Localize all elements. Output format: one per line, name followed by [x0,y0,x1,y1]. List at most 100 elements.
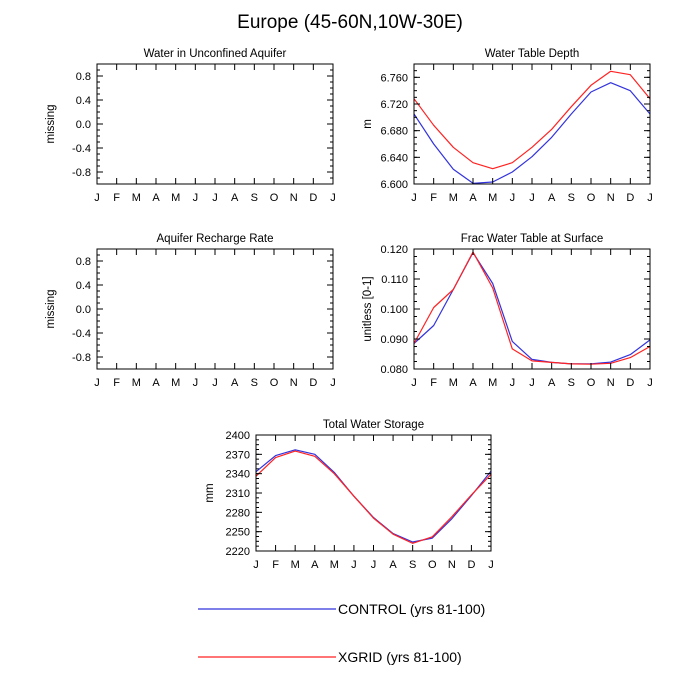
x-tick-label: S [568,377,575,389]
x-tick-label: F [430,377,437,389]
y-tick-label: 0.8 [76,71,91,83]
x-tick-label: M [132,192,141,204]
y-axis-label: mm [204,483,216,502]
x-tick-label: F [272,559,279,571]
x-tick-label: D [309,192,317,204]
y-tick-label: 6.680 [380,126,408,138]
y-tick-label: 2250 [226,527,250,539]
series-line-xgrid [413,70,651,170]
x-tick-label: J [510,377,516,389]
y-tick-label: 2220 [226,546,250,558]
x-tick-label: J [411,377,417,389]
x-tick-label: F [430,192,437,204]
x-tick-label: F [113,192,120,204]
y-tick-label: -0.8 [72,167,91,179]
plot-frame [96,248,334,370]
x-tick-label: J [529,192,535,204]
x-tick-label: N [290,192,298,204]
x-tick-label: J [411,192,417,204]
x-tick-label: M [330,559,339,571]
x-tick-label: N [290,377,298,389]
x-tick-label: J [253,559,259,571]
x-tick-label: A [231,192,239,204]
x-tick-label: J [193,377,199,389]
y-tick-label: -0.4 [72,143,91,155]
y-tick-label: -0.4 [72,328,91,340]
y-tick-label: 0.100 [380,304,408,316]
x-tick-label: J [647,377,653,389]
y-axis-label: unitless [0-1] [362,276,374,341]
y-axis-label: missing [45,290,57,329]
x-tick-label: O [270,377,279,389]
x-tick-label: M [449,192,458,204]
x-tick-label: M [171,377,180,389]
x-tick-label: A [152,192,160,204]
x-tick-label: M [449,377,458,389]
x-tick-label: J [529,377,535,389]
plot-frame [413,248,651,370]
series-line-xgrid [413,251,651,365]
y-tick-label: 0.080 [380,364,408,376]
panel-title: Frac Water Table at Surface [461,233,604,245]
x-tick-label: J [488,559,494,571]
x-tick-label: M [171,192,180,204]
y-tick-label: 2280 [226,507,250,519]
y-tick-label: -0.8 [72,352,91,364]
series-line-xgrid [255,450,492,544]
x-tick-label: O [270,192,279,204]
y-tick-label: 6.720 [380,99,408,111]
y-tick-label: 0.4 [76,95,91,107]
legend: CONTROL (yrs 81-100) XGRID (yrs 81-100) [198,601,485,665]
y-tick-label: 6.760 [380,72,408,84]
x-tick-label: J [212,192,218,204]
x-tick-label: J [510,192,516,204]
series-line-control [413,252,651,365]
x-tick-label: F [113,377,120,389]
x-tick-label: D [467,559,475,571]
y-tick-label: 2340 [226,469,250,481]
x-tick-label: A [311,559,319,571]
x-tick-label: J [330,192,336,204]
x-tick-label: M [488,377,497,389]
y-tick-label: 6.600 [380,179,408,191]
x-tick-label: A [389,559,397,571]
x-tick-label: J [94,192,100,204]
legend-label-xgrid: XGRID (yrs 81-100) [338,649,462,665]
x-tick-label: M [291,559,300,571]
x-tick-label: S [568,192,575,204]
x-tick-label: O [587,192,596,204]
plot-frame [413,63,651,185]
y-tick-label: 0.0 [76,119,91,131]
x-tick-label: O [428,559,437,571]
legend-label-control: CONTROL (yrs 81-100) [338,601,485,617]
x-tick-label: N [607,377,615,389]
y-tick-label: 2400 [226,430,250,442]
x-tick-label: A [231,377,239,389]
y-tick-label: 2310 [226,488,250,500]
panel-title: Total Water Storage [323,419,424,431]
x-tick-label: S [409,559,416,571]
x-tick-label: N [607,192,615,204]
x-tick-label: A [152,377,160,389]
series-line-control [255,449,492,543]
x-tick-label: M [488,192,497,204]
x-tick-label: A [548,377,556,389]
x-tick-label: A [469,192,477,204]
x-tick-label: J [330,377,336,389]
x-tick-label: J [193,192,199,204]
panel-title: Water Table Depth [485,48,580,60]
x-tick-label: D [309,377,317,389]
x-tick-label: S [251,192,258,204]
x-tick-label: A [548,192,556,204]
x-tick-label: O [587,377,596,389]
x-tick-label: D [626,192,634,204]
y-tick-label: 6.640 [380,152,408,164]
y-tick-label: 0.120 [380,244,408,256]
x-tick-label: A [469,377,477,389]
x-tick-label: S [251,377,258,389]
x-tick-label: J [94,377,100,389]
y-tick-label: 0.4 [76,280,91,292]
x-tick-label: J [212,377,218,389]
